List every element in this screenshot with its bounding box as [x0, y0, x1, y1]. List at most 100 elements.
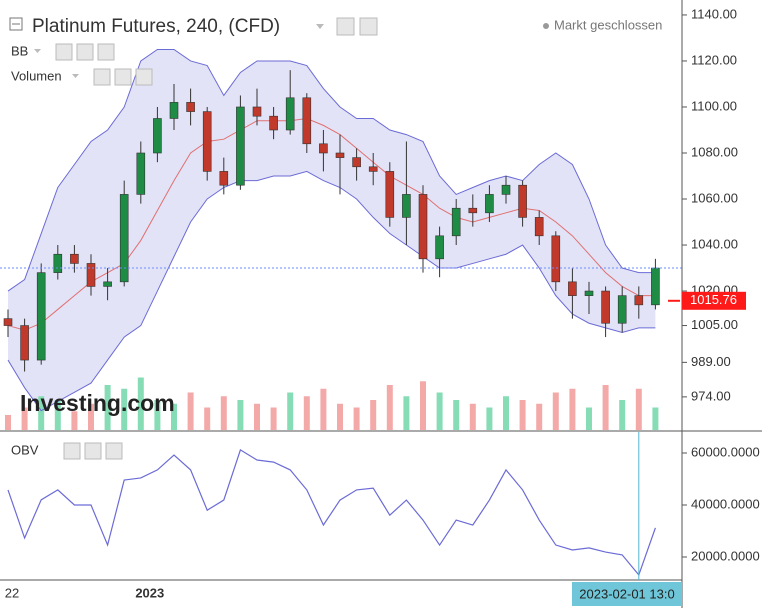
candle-body [236, 106, 245, 186]
volume-bar [71, 411, 78, 430]
candle-body [136, 152, 146, 195]
volume-bar [453, 400, 460, 430]
volume-bar [403, 396, 410, 430]
x-tick-label: 2023 [135, 585, 164, 600]
volume-bar [635, 388, 642, 430]
volume-bar [536, 403, 543, 430]
volume-bar [353, 407, 360, 430]
settings-icon[interactable] [114, 68, 132, 86]
y-tick-label: 1060.00 [691, 190, 738, 205]
y-tick-label: 40000.0000 [691, 496, 760, 511]
volume-bar [619, 400, 626, 430]
candle-body [368, 166, 378, 172]
candle-body [634, 295, 644, 306]
candle-body [651, 267, 660, 306]
eye-icon[interactable] [336, 17, 355, 36]
volume-bar [154, 400, 161, 430]
candle-body [551, 235, 561, 283]
dropdown[interactable] [72, 74, 79, 78]
settings-icon[interactable] [359, 17, 378, 36]
close-icon[interactable] [97, 43, 115, 61]
y-tick-label: 1120.00 [691, 52, 737, 67]
candle-body [402, 194, 411, 218]
candle-body [219, 171, 229, 186]
chart-title: Platinum Futures, 240, (CFD) [32, 16, 280, 37]
obv-line [7, 448, 656, 577]
candle-body [119, 194, 129, 283]
volume-bar [187, 392, 194, 430]
candle-body [186, 102, 195, 112]
candle-body [418, 194, 428, 260]
volume-bar [287, 392, 294, 430]
dropdown[interactable] [316, 24, 324, 29]
candle-body [485, 194, 494, 214]
candle-body [252, 106, 262, 117]
eye-icon[interactable] [63, 442, 81, 460]
eye-icon[interactable] [55, 43, 73, 61]
volume-bar [303, 396, 310, 430]
volume-bar [586, 407, 592, 430]
plot-area [0, 48, 682, 577]
volume-bar [204, 407, 211, 430]
watermark: Investing.com [20, 390, 175, 416]
settings-icon[interactable] [76, 43, 94, 61]
volume-bar [254, 403, 260, 430]
candle-body [36, 272, 46, 361]
crosshair-label: 2023-02-01 13:0 [579, 586, 674, 601]
volume-bar [320, 388, 327, 430]
volume-bar [370, 400, 377, 430]
last-price-label: 1015.76 [690, 292, 737, 307]
volume-bar [469, 403, 476, 430]
candle-body [70, 253, 79, 264]
band-middle [7, 117, 656, 331]
candle-body [53, 253, 63, 273]
y-tick-label: 1080.00 [691, 144, 738, 159]
candle-body [518, 184, 527, 218]
candle-body [153, 118, 162, 154]
volume-bar [519, 400, 526, 430]
volume-bar [503, 396, 509, 430]
band-upper [7, 48, 656, 292]
candle-body [335, 152, 345, 158]
eye-icon[interactable] [93, 68, 111, 86]
volume-bar [420, 381, 426, 430]
candle-body [169, 102, 179, 119]
close-icon[interactable] [135, 68, 153, 86]
close-icon[interactable] [105, 442, 123, 460]
volume-bar [88, 403, 94, 430]
volume-bar [21, 407, 28, 430]
candle-body [302, 97, 312, 145]
candle-body [451, 207, 461, 237]
candle-body [319, 143, 328, 154]
candle-body [202, 111, 212, 172]
crosshair-label-box [572, 582, 682, 606]
candle-body [534, 217, 544, 237]
volume-bar [104, 385, 111, 430]
dropdown[interactable] [34, 49, 41, 53]
volume-bar [386, 385, 393, 430]
y-tick-label: 1100.00 [691, 98, 737, 113]
indicator-label: BB [11, 43, 28, 58]
y-tick-label: 974.00 [691, 388, 731, 403]
candle-body [20, 325, 29, 361]
volume-bar [270, 407, 277, 430]
candle-body [352, 157, 361, 168]
settings-icon[interactable] [84, 442, 102, 460]
volume-bar [552, 392, 559, 430]
indicator-label: Volumen [11, 68, 62, 83]
y-tick-label: 1005.00 [691, 317, 738, 332]
candle-body [468, 207, 478, 214]
volume-bar [569, 388, 576, 430]
volume-bar [220, 396, 227, 430]
volume-bar [5, 415, 11, 430]
candle-body [285, 97, 295, 131]
volume-bar [137, 377, 144, 430]
candle-body [86, 263, 96, 287]
band-fill [8, 49, 656, 411]
candle-body [568, 281, 577, 296]
volume-bar [486, 407, 493, 430]
volume-bar [171, 403, 177, 430]
candle-body [269, 115, 278, 131]
status-dot [543, 23, 549, 29]
